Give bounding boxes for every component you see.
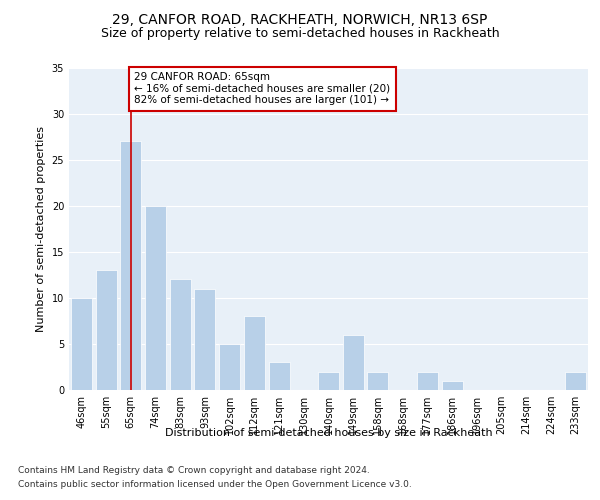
Text: 29 CANFOR ROAD: 65sqm
← 16% of semi-detached houses are smaller (20)
82% of semi: 29 CANFOR ROAD: 65sqm ← 16% of semi-deta… xyxy=(134,72,391,106)
Bar xyxy=(244,316,265,390)
Bar xyxy=(194,288,215,390)
Bar xyxy=(442,381,463,390)
Bar xyxy=(367,372,388,390)
Bar xyxy=(417,372,438,390)
Text: Contains public sector information licensed under the Open Government Licence v3: Contains public sector information licen… xyxy=(18,480,412,489)
Text: Size of property relative to semi-detached houses in Rackheath: Size of property relative to semi-detach… xyxy=(101,28,499,40)
Text: Contains HM Land Registry data © Crown copyright and database right 2024.: Contains HM Land Registry data © Crown c… xyxy=(18,466,370,475)
Bar xyxy=(318,372,339,390)
Bar xyxy=(269,362,290,390)
Bar xyxy=(219,344,240,390)
Bar xyxy=(145,206,166,390)
Text: Distribution of semi-detached houses by size in Rackheath: Distribution of semi-detached houses by … xyxy=(165,428,493,438)
Bar xyxy=(71,298,92,390)
Bar xyxy=(95,270,116,390)
Bar xyxy=(343,334,364,390)
Bar xyxy=(170,280,191,390)
Bar xyxy=(120,141,141,390)
Text: 29, CANFOR ROAD, RACKHEATH, NORWICH, NR13 6SP: 29, CANFOR ROAD, RACKHEATH, NORWICH, NR1… xyxy=(112,12,488,26)
Bar xyxy=(565,372,586,390)
Y-axis label: Number of semi-detached properties: Number of semi-detached properties xyxy=(36,126,46,332)
